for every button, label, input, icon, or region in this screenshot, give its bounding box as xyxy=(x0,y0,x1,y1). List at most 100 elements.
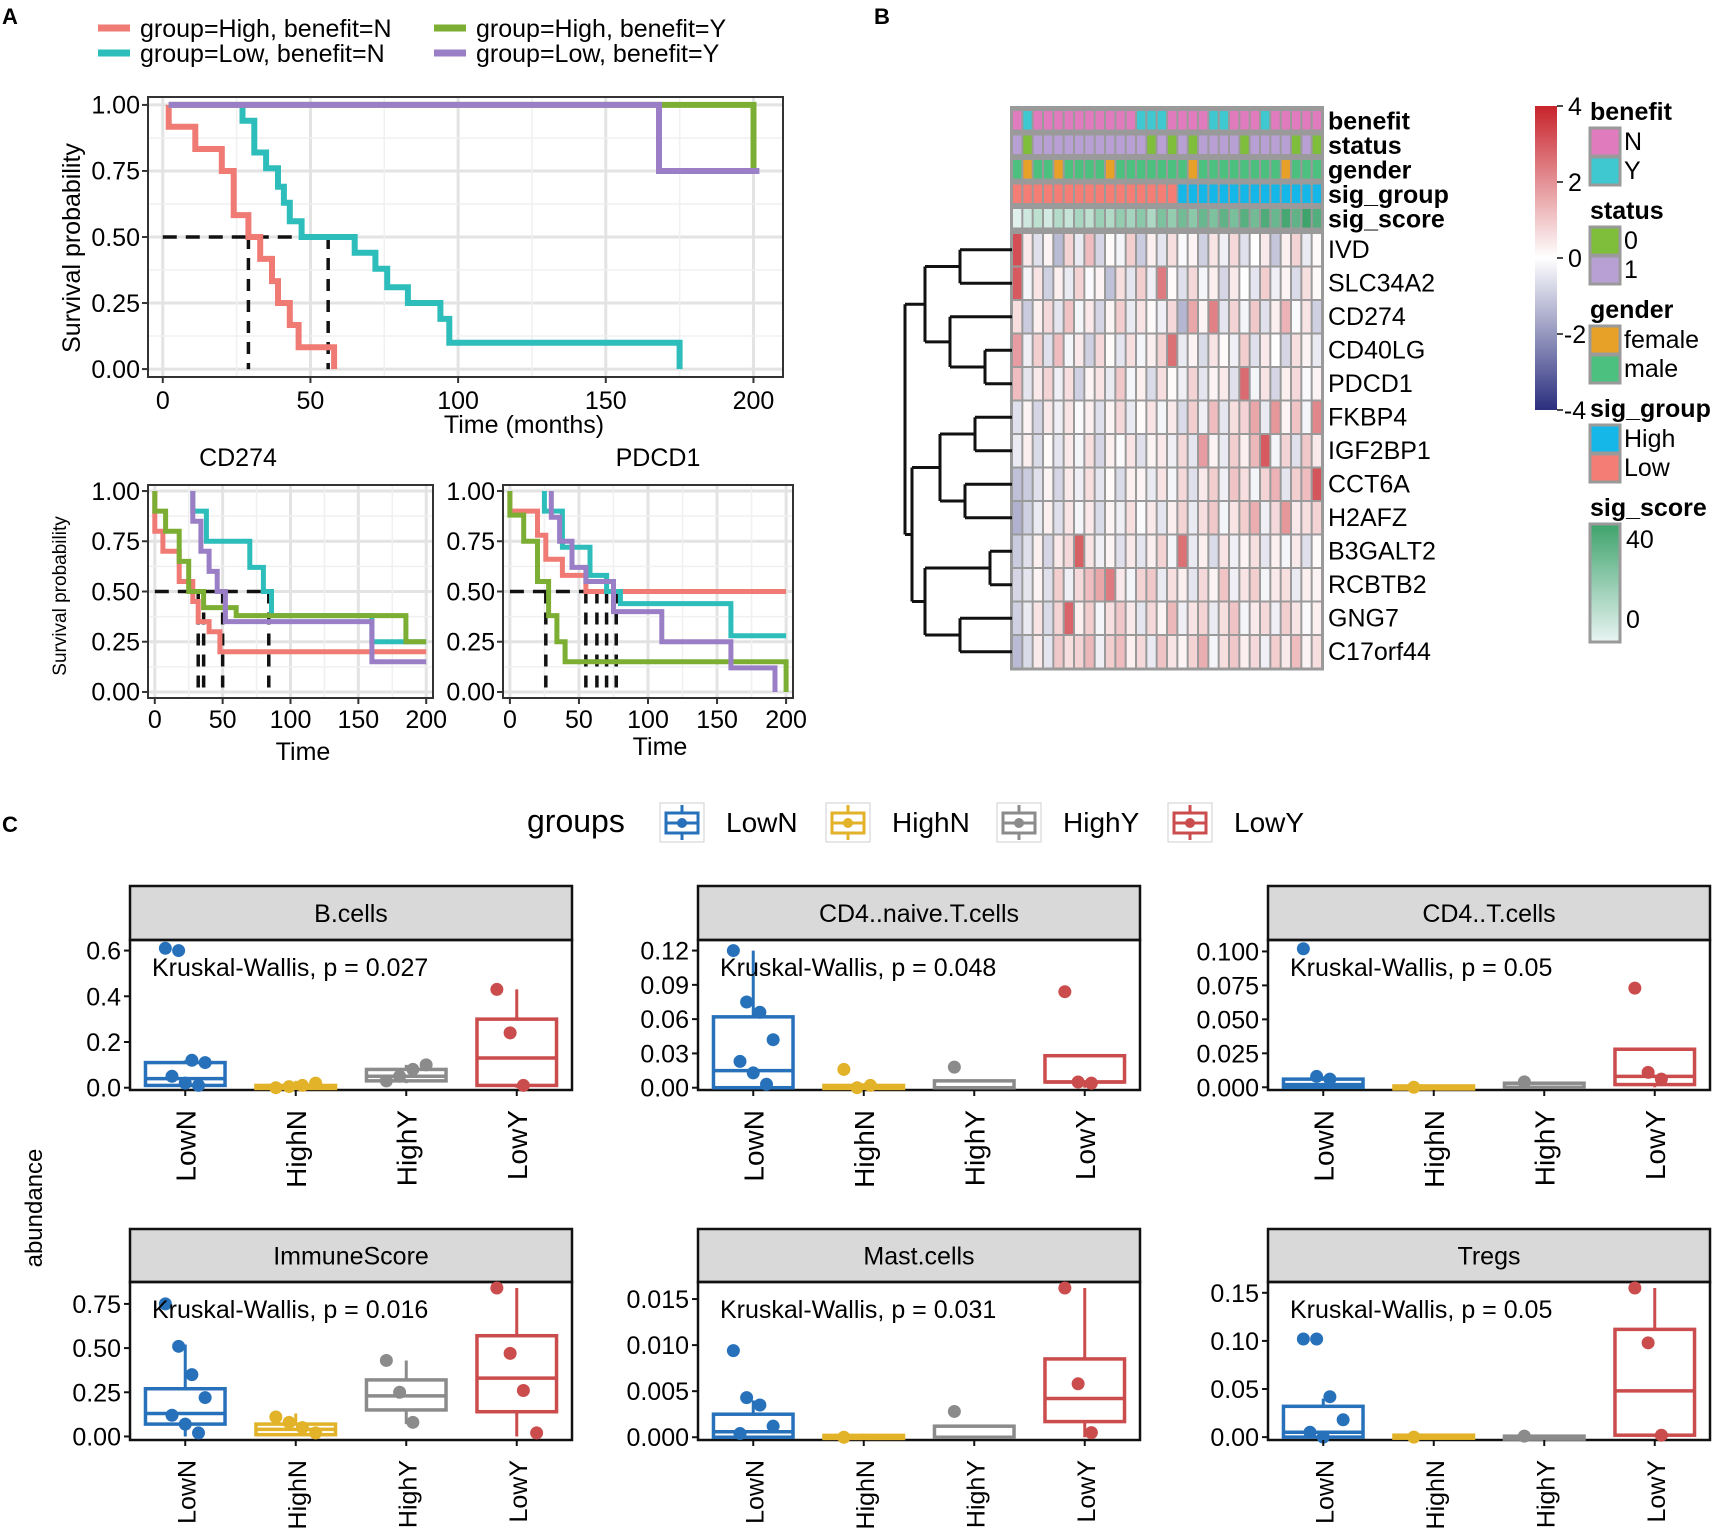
annotation-cell xyxy=(1054,160,1063,179)
box-point xyxy=(309,1426,323,1440)
heatmap-cell xyxy=(1023,401,1032,433)
heatmap-cell xyxy=(1044,535,1053,567)
annotation-cell xyxy=(1064,111,1073,130)
heatmap-cell xyxy=(1085,368,1094,400)
annotation-cell xyxy=(1240,160,1249,179)
heatmap-cell xyxy=(1106,602,1115,634)
y-tick-label: 0.75 xyxy=(91,528,140,556)
y-tick-label: 0.06 xyxy=(640,1006,689,1034)
heatmap-cell xyxy=(1261,301,1270,333)
box-point xyxy=(516,1384,530,1398)
annotation-cell xyxy=(1230,111,1239,130)
annotation-cell xyxy=(1209,135,1218,154)
box-point xyxy=(282,1415,296,1429)
y-tick-label: 0.12 xyxy=(640,938,689,966)
annotation-cell xyxy=(1281,135,1290,154)
heatmap-cell xyxy=(1281,535,1290,567)
heatmap-cell xyxy=(1230,401,1239,433)
annotation-cell xyxy=(1240,209,1249,228)
annotation-cell xyxy=(1199,160,1208,179)
box-point xyxy=(1517,1075,1531,1089)
heatmap-row-label: B3GALT2 xyxy=(1328,537,1436,565)
x-tick-label: 100 xyxy=(627,706,669,734)
heatmap-cell xyxy=(1178,334,1187,366)
heatmap-cell xyxy=(1292,569,1301,601)
kruskal-wallis-annotation: Kruskal-Wallis, p = 0.016 xyxy=(152,1296,428,1324)
color-scale-label: 4 xyxy=(1568,93,1582,121)
heatmap-cell xyxy=(1013,535,1022,567)
annotation-cell xyxy=(1261,184,1270,203)
heatmap-cell xyxy=(1064,435,1073,467)
box-point xyxy=(766,1419,780,1433)
heatmap-cell xyxy=(1126,234,1135,266)
heatmap-cell xyxy=(1250,468,1259,500)
annotation-cell xyxy=(1095,160,1104,179)
heatmap-cell xyxy=(1126,334,1135,366)
box-point xyxy=(1641,1065,1655,1079)
heatmap-cell xyxy=(1271,301,1280,333)
heatmap-cell xyxy=(1312,502,1321,534)
heatmap-cell xyxy=(1044,301,1053,333)
annotation-cell xyxy=(1178,160,1187,179)
annotation-cell xyxy=(1013,184,1022,203)
y-tick-label: 0.100 xyxy=(1196,938,1259,966)
heatmap-cell xyxy=(1281,234,1290,266)
panel-title: ImmuneScore xyxy=(273,1243,429,1271)
legend-label: group=Low, benefit=Y xyxy=(476,40,720,68)
heatmap-cell xyxy=(1137,334,1146,366)
heatmap-cell xyxy=(1292,636,1301,668)
x-tick-label: 50 xyxy=(209,706,237,734)
box-point xyxy=(1310,1332,1324,1346)
heatmap-cell xyxy=(1219,535,1228,567)
heatmap-cell xyxy=(1302,368,1311,400)
heatmap-cell xyxy=(1312,334,1321,366)
heatmap-cell xyxy=(1023,535,1032,567)
heatmap-cell xyxy=(1281,569,1290,601)
box-point xyxy=(1323,1390,1337,1404)
annotation-cell xyxy=(1209,209,1218,228)
legend-item-label: female xyxy=(1624,326,1699,354)
box-point xyxy=(165,1408,179,1422)
y-tick-label: 0.25 xyxy=(446,628,495,656)
y-tick-label: 0.6 xyxy=(86,938,121,966)
y-tick-label: 0.025 xyxy=(1196,1040,1259,1068)
heatmap-cell xyxy=(1178,368,1187,400)
x-tick-label: 150 xyxy=(337,706,379,734)
heatmap-cell xyxy=(1054,368,1063,400)
heatmap-cell xyxy=(1044,435,1053,467)
heatmap-cell xyxy=(1013,267,1022,299)
annotation-cell xyxy=(1168,209,1177,228)
heatmap-cell xyxy=(1023,636,1032,668)
box-point xyxy=(733,1427,747,1441)
heatmap-cell xyxy=(1054,468,1063,500)
heatmap-cell xyxy=(1261,502,1270,534)
heatmap-cell xyxy=(1188,569,1197,601)
heatmap-cell xyxy=(1085,502,1094,534)
annotation-cell xyxy=(1106,184,1115,203)
heatmap-cell xyxy=(1302,334,1311,366)
annotation-cell xyxy=(1054,135,1063,154)
x-tick-label: HighN xyxy=(284,1460,312,1529)
heatmap-cell xyxy=(1013,468,1022,500)
heatmap-cell xyxy=(1033,569,1042,601)
panel-strip xyxy=(696,884,1142,942)
heatmap-cell xyxy=(1271,234,1280,266)
heatmap-cell xyxy=(1240,602,1249,634)
heatmap-row-label: PDCD1 xyxy=(1328,370,1413,398)
annotation-cell xyxy=(1013,160,1022,179)
heatmap-cell xyxy=(1106,435,1115,467)
box-point xyxy=(530,1426,544,1440)
km-cd274-plot: CD274 Survival probability Time 0 50 100 15… xyxy=(50,444,447,766)
box-point xyxy=(198,1391,212,1405)
heatmap-cell xyxy=(1023,334,1032,366)
panel-strip xyxy=(1266,1227,1712,1284)
box-legend: groups LowN HighN HighY LowY xyxy=(527,802,1304,843)
heatmap-cell xyxy=(1240,401,1249,433)
y-tick-label: 0.005 xyxy=(626,1378,689,1406)
annotation-cell xyxy=(1075,160,1084,179)
heatmap-cell xyxy=(1075,468,1084,500)
panel-label-b: B xyxy=(874,4,890,29)
box-point xyxy=(1641,1336,1655,1350)
annotation-cell xyxy=(1147,111,1156,130)
